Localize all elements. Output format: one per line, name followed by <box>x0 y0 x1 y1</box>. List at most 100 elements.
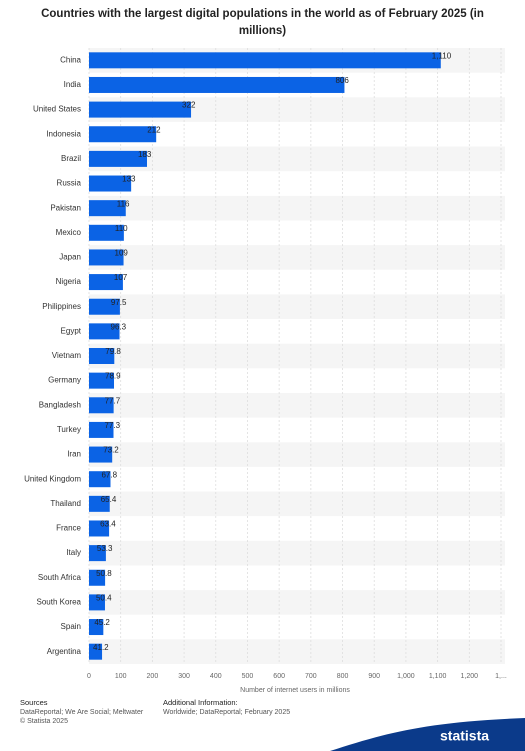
y-tick-label: Brazil <box>61 154 81 163</box>
x-tick-label: 100 <box>115 673 127 680</box>
y-tick-label: Indonesia <box>46 129 81 138</box>
value-label: 45.2 <box>94 618 110 627</box>
value-label: 77.7 <box>105 396 121 405</box>
bar <box>89 175 132 192</box>
y-tick-label: Japan <box>59 253 81 262</box>
x-tick-label: 800 <box>337 673 349 680</box>
banner <box>330 718 525 751</box>
copyright: © Statista 2025 <box>20 718 68 725</box>
value-label: 50.4 <box>96 594 112 603</box>
bar <box>89 372 115 389</box>
x-tick-label: 1,100 <box>429 673 447 680</box>
sources-text: DataReportal; We Are Social; Meltwater <box>20 709 144 716</box>
x-tick-label: 400 <box>210 673 222 680</box>
x-tick-label: 1,200 <box>461 673 479 680</box>
bar <box>89 397 114 414</box>
bar <box>89 298 120 315</box>
value-label: 109 <box>115 249 129 258</box>
y-tick-label: India <box>64 80 82 89</box>
bar <box>89 101 192 118</box>
value-label: 1,110 <box>432 51 452 60</box>
value-label: 50.8 <box>96 569 112 578</box>
bar <box>89 495 110 512</box>
bar <box>89 446 113 463</box>
x-tick-label: 900 <box>368 673 380 680</box>
value-label: 183 <box>138 150 152 159</box>
bar <box>89 224 124 241</box>
value-label: 41.2 <box>93 643 109 652</box>
value-label: 322 <box>182 101 196 110</box>
y-tick-label: Pakistan <box>50 203 81 212</box>
y-tick-label: Argentina <box>47 647 82 656</box>
bar <box>89 200 126 217</box>
info-text: Worldwide; DataReportal; February 2025 <box>163 709 291 716</box>
value-label: 79.8 <box>105 347 121 356</box>
x-tick-label: 600 <box>273 673 285 680</box>
y-tick-label: South Korea <box>37 598 82 607</box>
value-label: 67.8 <box>101 470 117 479</box>
value-label: 53.3 <box>97 544 113 553</box>
bar <box>89 619 104 636</box>
bar <box>89 594 105 611</box>
row-stripe <box>89 343 505 369</box>
value-label: 110 <box>115 224 128 233</box>
row-stripe <box>89 590 505 615</box>
x-tick-label: 200 <box>147 673 159 680</box>
row-stripe <box>89 245 505 270</box>
value-label: 77.3 <box>104 421 120 430</box>
y-tick-label: Germany <box>48 376 81 385</box>
row-stripe <box>89 195 505 221</box>
y-tick-label: China <box>60 55 81 64</box>
value-label: 107 <box>114 273 128 282</box>
y-tick-label: Italy <box>66 548 81 557</box>
y-tick-label: Iran <box>67 450 81 459</box>
chart-title: Countries with the largest digital popul… <box>41 8 484 37</box>
bar <box>89 348 115 364</box>
row-stripe <box>89 540 505 566</box>
bar <box>89 249 124 266</box>
y-tick-label: United States <box>33 105 81 114</box>
bar <box>89 545 106 562</box>
row-stripe <box>89 294 505 320</box>
x-tick-label: 700 <box>305 673 317 680</box>
row-stripe <box>89 146 505 172</box>
sources-title: Sources <box>20 698 48 707</box>
value-label: 78.9 <box>105 372 121 381</box>
x-tick-label: 1,000 <box>397 673 415 680</box>
sources: Sources DataReportal; We Are Social; Mel… <box>20 698 143 726</box>
value-label: 97.5 <box>111 298 127 307</box>
y-tick-label: Turkey <box>57 425 81 434</box>
y-tick-label: Spain <box>61 622 81 631</box>
x-tick-label: 0 <box>87 673 91 680</box>
bar <box>89 150 147 167</box>
row-stripe <box>89 491 505 517</box>
bar <box>89 323 120 340</box>
x-axis-label: Number of internet users in millions <box>240 687 350 694</box>
x-tick-label: 1,... <box>495 673 507 680</box>
bar <box>89 471 111 488</box>
value-label: 116 <box>117 199 130 208</box>
value-label: 212 <box>147 125 161 134</box>
y-tick-label: Russia <box>57 179 82 188</box>
bar <box>89 520 110 537</box>
bar <box>89 126 157 143</box>
y-tick-label: Mexico <box>56 228 82 237</box>
bar <box>89 274 123 291</box>
y-tick-label: Vietnam <box>52 351 82 360</box>
x-tick-label: 300 <box>178 673 190 680</box>
value-label: 63.4 <box>100 520 116 529</box>
bar <box>89 52 441 69</box>
y-tick-label: United Kingdom <box>24 474 81 483</box>
y-tick-label: Philippines <box>42 302 81 311</box>
y-tick-label: Egypt <box>61 326 82 335</box>
value-label: 806 <box>335 76 349 85</box>
value-label: 96.3 <box>111 322 127 331</box>
info-title: Additional Information: <box>163 698 238 707</box>
info: Additional Information: Worldwide; DataR… <box>163 698 290 717</box>
row-stripe <box>89 442 505 467</box>
value-label: 133 <box>122 175 136 184</box>
row-stripe <box>89 392 505 418</box>
bar <box>89 643 103 660</box>
